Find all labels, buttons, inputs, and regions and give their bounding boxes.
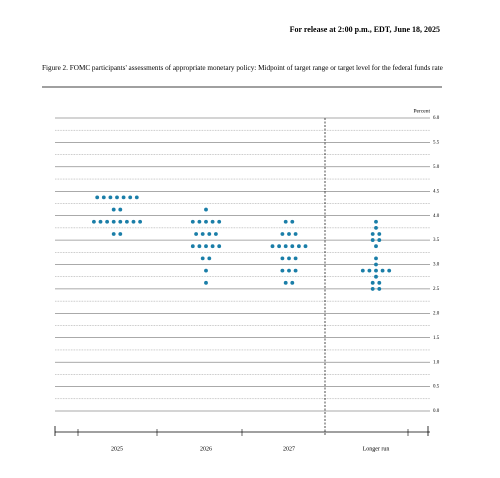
y-tick-label: 4.0: [433, 214, 440, 219]
dot: [204, 219, 208, 224]
dot: [377, 238, 382, 242]
y-tick-label: 1.0: [433, 360, 440, 365]
dot: [210, 244, 215, 249]
dot: [128, 195, 133, 200]
axis-ticks: [54, 426, 429, 436]
dot: [387, 268, 392, 273]
dot: [374, 268, 378, 273]
release-header: For release at 2:00 p.m., EDT, June 18, …: [290, 25, 440, 34]
dot: [280, 268, 285, 273]
dot: [293, 268, 298, 273]
dot: [204, 207, 208, 212]
dot: [118, 207, 123, 212]
dot: [377, 280, 382, 285]
dot: [197, 219, 202, 224]
dot: [280, 256, 285, 261]
y-tick-label: 2.5: [433, 287, 440, 292]
dot: [92, 219, 96, 224]
y-tick-label: 0.5: [433, 385, 440, 390]
chart-title: Figure 2. FOMC participants' assessments…: [42, 64, 443, 72]
dot: [98, 219, 103, 224]
dot: [134, 195, 139, 200]
dot: [207, 256, 212, 261]
dot: [111, 232, 116, 236]
dot: [374, 244, 378, 249]
dot: [217, 219, 222, 224]
dot: [283, 244, 288, 249]
dot: [194, 232, 199, 236]
dot: [204, 244, 208, 249]
y-tick-label: 5.0: [433, 165, 440, 170]
y-tick-label: 0.0: [433, 409, 440, 414]
dot: [293, 232, 298, 236]
x-tick-label: 2025: [111, 446, 123, 452]
dot: [210, 219, 215, 224]
dot: [131, 219, 136, 224]
dot: [297, 244, 301, 249]
dot: [287, 232, 291, 236]
dot: [303, 244, 308, 249]
dot: [115, 195, 119, 200]
y-tick-label: 6.0: [433, 116, 440, 121]
dot: [283, 219, 288, 224]
dot: [101, 195, 106, 200]
x-tick-label: Longer run: [363, 446, 390, 452]
dot: [197, 244, 202, 249]
dot: [207, 232, 212, 236]
y-tick-label: 3.5: [433, 238, 440, 243]
dot: [111, 219, 116, 224]
dot: [125, 219, 129, 224]
dot: [121, 195, 126, 200]
dot: [374, 262, 378, 267]
dot: [283, 280, 288, 285]
dot: [108, 195, 113, 200]
dot: [200, 256, 205, 261]
y-tick-label: 4.5: [433, 189, 440, 194]
dot: [204, 268, 208, 273]
x-tick-label: 2026: [200, 446, 212, 452]
dot: [374, 256, 378, 261]
dot: [367, 268, 372, 273]
dot: [290, 244, 295, 249]
dot: [138, 219, 143, 224]
dot: [377, 232, 382, 236]
dot: [118, 232, 123, 236]
dot: [377, 287, 382, 291]
dot: [287, 268, 291, 273]
y-tick-label: 5.5: [433, 141, 440, 146]
dot: [287, 256, 291, 261]
dot: [270, 244, 275, 249]
dot: [204, 280, 208, 285]
dot: [374, 274, 378, 279]
y-tick-label: 2.0: [433, 311, 440, 316]
dot: [374, 225, 378, 230]
y-tick-label: 1.5: [433, 336, 440, 341]
dot: [374, 219, 378, 224]
dot: [105, 219, 109, 224]
dot: [290, 219, 295, 224]
dot: [217, 244, 222, 249]
dot: [380, 268, 385, 273]
dot: [370, 287, 375, 291]
dot: [277, 244, 281, 249]
dot: [370, 238, 375, 242]
dot: [214, 232, 218, 236]
dot: [200, 232, 205, 236]
dot: [293, 256, 298, 261]
dot: [190, 244, 195, 249]
dot: [280, 232, 285, 236]
dot: [370, 280, 375, 285]
title-box: Figure 2. FOMC participants' assessments…: [42, 64, 443, 72]
dot: [290, 280, 295, 285]
dot: [95, 195, 100, 200]
y-tick-label: 3.0: [433, 263, 440, 268]
dot: [370, 232, 375, 236]
dot: [118, 219, 123, 224]
dot: [360, 268, 365, 273]
y-axis-label: Percent: [414, 108, 431, 114]
dot: [111, 207, 116, 212]
dot: [190, 219, 195, 224]
x-tick-label: 2027: [283, 446, 295, 452]
